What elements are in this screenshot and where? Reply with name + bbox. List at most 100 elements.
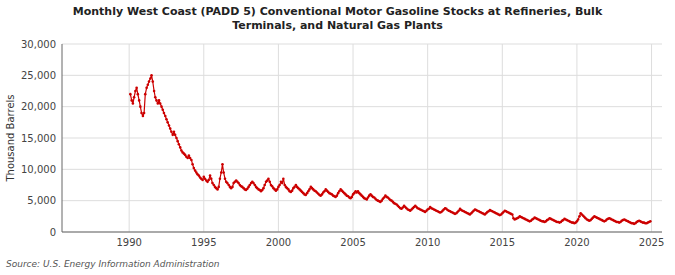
point: [132, 102, 135, 105]
point: [170, 130, 173, 133]
point: [262, 187, 265, 190]
point: [179, 146, 182, 149]
point: [221, 163, 224, 166]
point: [217, 186, 220, 189]
point: [138, 99, 141, 102]
x-grid-line: [203, 44, 204, 232]
point: [282, 177, 285, 180]
point: [157, 102, 160, 105]
y-grid-line: [62, 232, 662, 233]
point: [151, 80, 154, 83]
point: [268, 181, 271, 184]
point: [175, 137, 178, 140]
y-tick-label: 20,000: [21, 101, 56, 112]
x-axis-line: [62, 232, 662, 233]
y-grid-line: [62, 169, 662, 170]
y-tick-label: 15,000: [21, 133, 56, 144]
point: [143, 112, 146, 115]
x-grid-line: [427, 44, 428, 232]
point: [135, 87, 138, 90]
tick-labels: 0 5,000 10,000 15,000 20,000 25,000 30,000 1990…: [21, 39, 664, 249]
point: [174, 134, 177, 137]
point: [291, 189, 294, 192]
y-tick-label: 5,000: [27, 195, 56, 206]
x-tick-label: 2005: [340, 237, 365, 248]
y-grid-line: [62, 44, 662, 45]
x-grid-line: [129, 44, 130, 232]
point: [147, 83, 150, 86]
x-tick-label: 2010: [415, 237, 440, 248]
x-tick-label: 2020: [564, 237, 589, 248]
x-grid-line: [576, 44, 577, 232]
point: [169, 127, 172, 130]
point: [224, 177, 227, 180]
x-grid-line: [278, 44, 279, 232]
point: [336, 194, 339, 197]
point: [201, 179, 204, 182]
x-grid-line: [651, 44, 652, 232]
title-line: Terminals, and Natural Gas Plants: [232, 19, 443, 32]
point: [191, 163, 194, 166]
point: [150, 74, 153, 77]
series-line: [130, 75, 650, 224]
point: [186, 157, 189, 160]
point: [351, 196, 354, 199]
point: [163, 112, 166, 115]
y-tick-label: 30,000: [21, 39, 56, 50]
y-tick-label: 10,000: [21, 164, 56, 175]
point: [164, 115, 167, 118]
point: [140, 112, 143, 115]
x-tick-label: 2015: [490, 237, 515, 248]
point: [578, 215, 581, 218]
y-tick-label: 25,000: [21, 70, 56, 81]
point: [216, 188, 219, 191]
point: [188, 154, 191, 157]
point: [281, 182, 284, 185]
series: [129, 74, 652, 225]
point: [263, 184, 266, 187]
point: [165, 118, 168, 121]
point: [276, 188, 279, 191]
y-grid-line: [62, 138, 662, 139]
point: [133, 96, 136, 99]
point: [577, 218, 580, 221]
point: [207, 179, 210, 182]
point: [511, 213, 514, 216]
point: [267, 177, 270, 180]
point: [139, 105, 142, 108]
point: [134, 90, 137, 93]
y-axis-line: [62, 44, 63, 232]
point: [178, 143, 181, 146]
point: [176, 140, 179, 143]
point: [161, 109, 164, 112]
point: [171, 134, 174, 137]
x-tick-label: 2000: [266, 237, 291, 248]
point: [166, 121, 169, 124]
point: [219, 177, 222, 180]
point: [209, 174, 212, 177]
point: [149, 77, 152, 80]
point: [168, 124, 171, 127]
point: [210, 177, 213, 180]
point: [160, 105, 163, 108]
chart: Monthly West Coast (PADD 5) Conventional…: [0, 0, 675, 275]
point: [192, 167, 195, 170]
point: [144, 93, 147, 96]
point: [153, 90, 156, 93]
y-axis-label: Thousand Barrels: [5, 94, 16, 182]
point: [159, 102, 162, 105]
x-tick-label: 1990: [116, 237, 141, 248]
grid: [62, 44, 662, 232]
title: Monthly West Coast (PADD 5) Conventional…: [73, 5, 603, 32]
point: [137, 93, 140, 96]
point: [231, 186, 234, 189]
point: [145, 87, 148, 90]
x-tick-label: 1995: [191, 237, 216, 248]
point: [142, 115, 145, 118]
point: [173, 130, 176, 133]
y-grid-line: [62, 200, 662, 201]
source: Source: U.S. Energy Information Administ…: [6, 259, 220, 269]
point: [158, 99, 161, 102]
x-grid-line: [353, 44, 354, 232]
y-tick-label: 0: [50, 227, 56, 238]
